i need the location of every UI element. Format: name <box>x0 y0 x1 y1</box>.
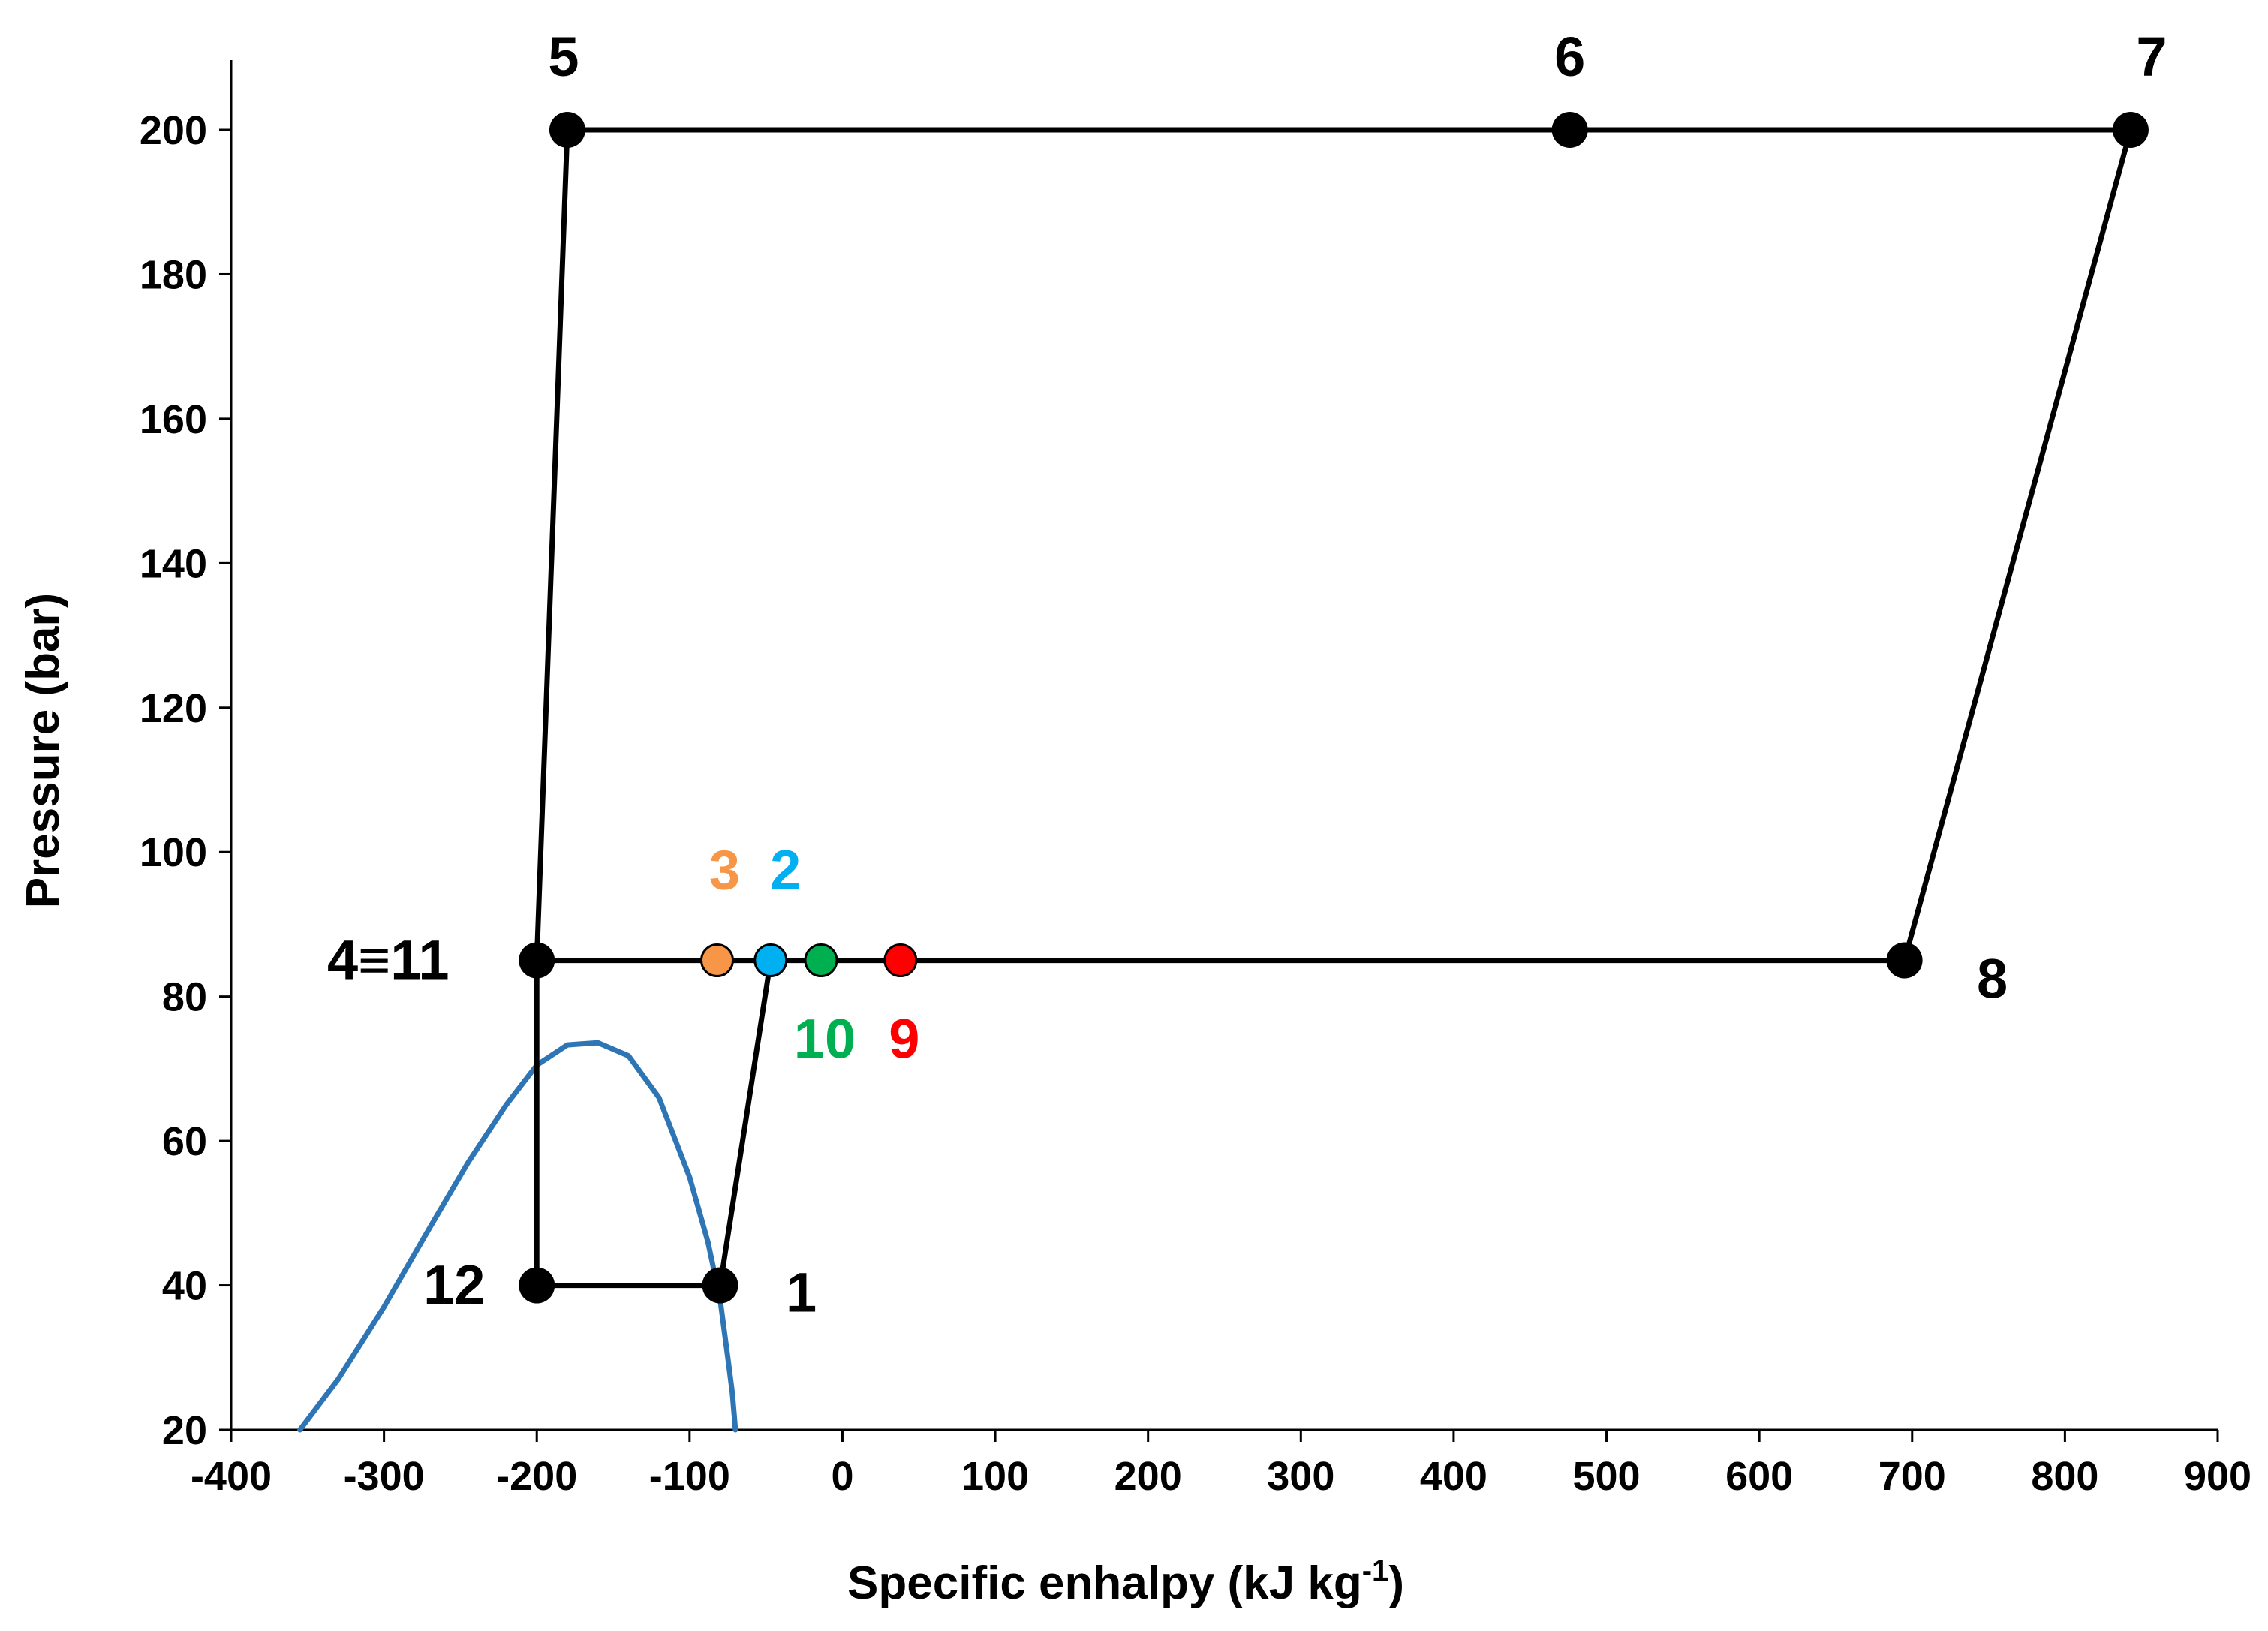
state-label-6: 6 <box>1554 26 1585 88</box>
x-tick-label: 500 <box>1572 1454 1640 1499</box>
state-point-3 <box>699 943 734 978</box>
y-tick-label: 20 <box>162 1408 207 1453</box>
state-label-7: 7 <box>2136 26 2167 88</box>
x-tick-label: 900 <box>2184 1454 2251 1499</box>
y-tick-label: 60 <box>162 1119 207 1164</box>
state-points <box>519 112 2149 1304</box>
state-point-1 <box>702 1267 738 1304</box>
state-point-9 <box>883 943 918 978</box>
x-tick-label: -300 <box>344 1454 425 1499</box>
state-label-9: 9 <box>889 1008 919 1070</box>
x-axis-title-end: ) <box>1388 1557 1404 1609</box>
state-label-3: 3 <box>709 839 740 901</box>
y-tick-label: 200 <box>140 108 207 153</box>
x-tick-label: -200 <box>496 1454 577 1499</box>
state-label-8: 8 <box>1977 948 2008 1010</box>
y-tick-label: 120 <box>140 686 207 731</box>
state-label-4-11: 4≡11 <box>327 929 450 992</box>
state-point-4-11 <box>519 942 555 979</box>
state-point-10 <box>804 943 838 978</box>
y-tick-label: 100 <box>140 830 207 875</box>
x-tick-label: 800 <box>2031 1454 2098 1499</box>
y-tick-label: 40 <box>162 1264 207 1309</box>
state-point-7 <box>2112 112 2149 148</box>
state-point-6 <box>1551 112 1588 148</box>
saturation-dome-line <box>297 1040 738 1433</box>
x-tick-label: 400 <box>1420 1454 1487 1499</box>
state-point-8 <box>1886 942 1923 979</box>
state-point-12 <box>519 1267 555 1304</box>
x-axis-title-superscript: -1 <box>1362 1554 1389 1587</box>
state-label-10: 10 <box>794 1008 856 1070</box>
x-tick-label: 0 <box>831 1454 853 1499</box>
x-tick-label: -400 <box>191 1454 272 1499</box>
x-tick-label: 300 <box>1267 1454 1334 1499</box>
state-label-2: 2 <box>770 839 801 901</box>
y-axis-title: Pressure (bar) <box>17 593 69 908</box>
state-label-5: 5 <box>548 26 579 88</box>
y-tick-label: 180 <box>140 252 207 297</box>
x-tick-label: -100 <box>649 1454 730 1499</box>
x-tick-label: 600 <box>1725 1454 1793 1499</box>
x-tick-label: 700 <box>1878 1454 1946 1499</box>
state-point-2 <box>753 943 788 978</box>
x-axis-title: Specific enhalpy (kJ kg-1) <box>847 1554 1404 1609</box>
x-axis-title-main: Specific enhalpy (kJ kg <box>847 1557 1362 1609</box>
state-label-12: 12 <box>423 1254 485 1317</box>
x-tick-label: 100 <box>961 1454 1029 1499</box>
cycle-path-line <box>534 127 2134 1289</box>
state-point-5 <box>549 112 585 148</box>
state-label-1: 1 <box>786 1262 817 1324</box>
y-tick-label: 160 <box>140 397 207 442</box>
y-tick-label: 140 <box>140 541 207 586</box>
series-layer <box>297 127 2134 1433</box>
x-tick-label: 200 <box>1114 1454 1182 1499</box>
state-labels: 1 12 4≡11 5 6 7 8 3 2 10 9 <box>327 26 2167 1324</box>
y-tick-label: 80 <box>162 975 207 1020</box>
